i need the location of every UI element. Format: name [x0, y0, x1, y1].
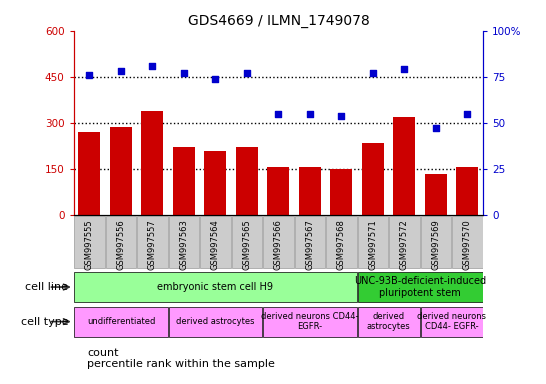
Text: undifferentiated: undifferentiated — [87, 317, 155, 326]
Text: GSM997555: GSM997555 — [85, 219, 94, 270]
Text: GSM997568: GSM997568 — [337, 219, 346, 270]
FancyBboxPatch shape — [358, 306, 419, 337]
Bar — [394, 117, 416, 215]
Bar — [268, 167, 289, 215]
FancyBboxPatch shape — [358, 272, 483, 302]
Text: cell line: cell line — [25, 282, 68, 292]
Bar — [299, 167, 321, 215]
Text: derived neurons CD44-
EGFR-: derived neurons CD44- EGFR- — [261, 312, 359, 331]
Point — [180, 70, 188, 76]
FancyBboxPatch shape — [106, 216, 136, 268]
Bar — [236, 147, 258, 215]
Text: UNC-93B-deficient-induced
pluripotent stem: UNC-93B-deficient-induced pluripotent st… — [354, 276, 486, 298]
Text: derived
astrocytes: derived astrocytes — [367, 312, 411, 331]
FancyBboxPatch shape — [452, 216, 483, 268]
Point — [431, 125, 440, 131]
FancyBboxPatch shape — [232, 216, 262, 268]
Text: GSM997563: GSM997563 — [180, 219, 188, 270]
Point — [400, 66, 409, 73]
FancyBboxPatch shape — [263, 306, 357, 337]
FancyBboxPatch shape — [421, 216, 451, 268]
Bar — [110, 127, 132, 215]
Bar — [141, 111, 163, 215]
FancyBboxPatch shape — [74, 216, 105, 268]
FancyBboxPatch shape — [169, 216, 199, 268]
FancyBboxPatch shape — [295, 216, 325, 268]
Text: embryonic stem cell H9: embryonic stem cell H9 — [157, 282, 274, 292]
FancyBboxPatch shape — [358, 216, 388, 268]
Bar — [204, 151, 227, 215]
Point — [337, 113, 346, 119]
Bar — [456, 167, 478, 215]
FancyBboxPatch shape — [169, 306, 262, 337]
Text: derived astrocytes: derived astrocytes — [176, 317, 255, 326]
FancyBboxPatch shape — [263, 216, 294, 268]
Point — [463, 111, 472, 117]
Point — [85, 72, 94, 78]
Bar — [330, 169, 353, 215]
Bar — [79, 132, 100, 215]
Point — [274, 111, 283, 117]
Bar — [362, 143, 384, 215]
Bar — [425, 174, 447, 215]
Text: GSM997569: GSM997569 — [431, 219, 441, 270]
Text: GSM997564: GSM997564 — [211, 219, 220, 270]
FancyBboxPatch shape — [138, 216, 168, 268]
Text: GSM997565: GSM997565 — [242, 219, 252, 270]
FancyBboxPatch shape — [421, 306, 483, 337]
Point — [306, 111, 314, 117]
FancyBboxPatch shape — [74, 272, 357, 302]
FancyBboxPatch shape — [327, 216, 357, 268]
Point — [148, 63, 157, 69]
Title: GDS4669 / ILMN_1749078: GDS4669 / ILMN_1749078 — [188, 14, 369, 28]
Point — [117, 68, 126, 74]
Text: GSM997572: GSM997572 — [400, 219, 409, 270]
Text: GSM997556: GSM997556 — [116, 219, 126, 270]
FancyBboxPatch shape — [74, 306, 168, 337]
FancyBboxPatch shape — [200, 216, 230, 268]
Text: percentile rank within the sample: percentile rank within the sample — [87, 359, 275, 369]
FancyBboxPatch shape — [389, 216, 419, 268]
Text: cell type: cell type — [21, 316, 68, 327]
Bar — [173, 147, 195, 215]
Text: GSM997570: GSM997570 — [463, 219, 472, 270]
Text: derived neurons
CD44- EGFR-: derived neurons CD44- EGFR- — [417, 312, 486, 331]
Point — [211, 76, 220, 82]
Text: GSM997557: GSM997557 — [148, 219, 157, 270]
Text: count: count — [87, 348, 119, 358]
Point — [242, 70, 251, 76]
Point — [369, 70, 377, 76]
Text: GSM997567: GSM997567 — [305, 219, 314, 270]
Text: GSM997566: GSM997566 — [274, 219, 283, 270]
Text: GSM997571: GSM997571 — [369, 219, 377, 270]
